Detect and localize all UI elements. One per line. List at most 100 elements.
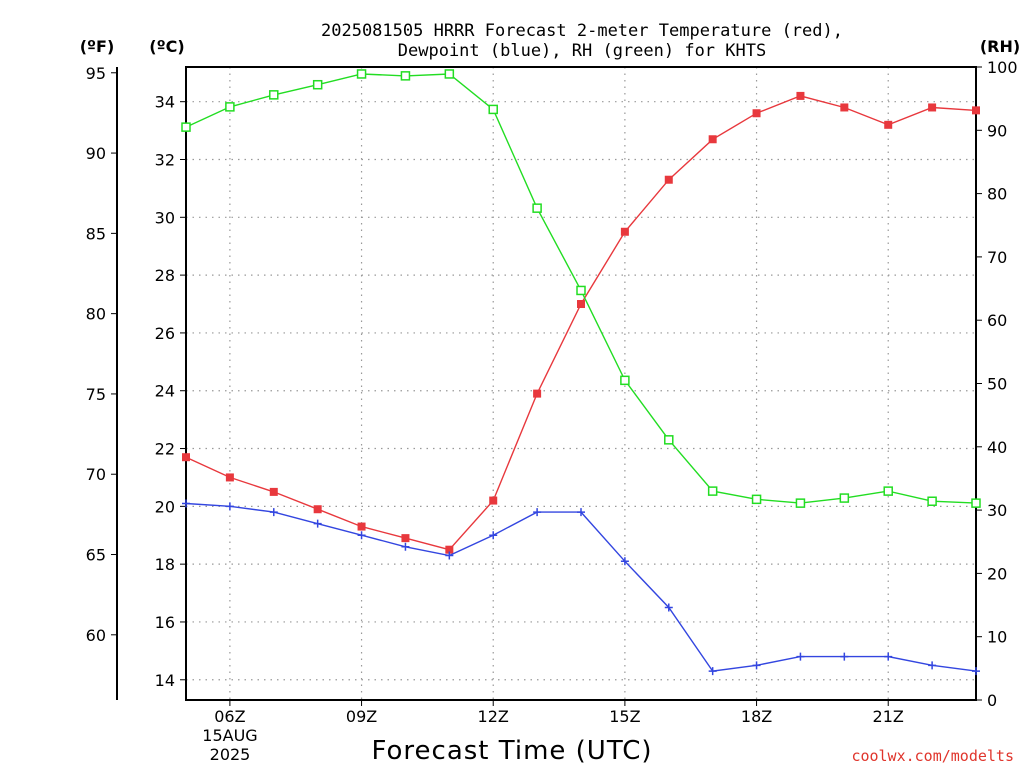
rh-point bbox=[269, 90, 279, 100]
rh-tick-label: 100 bbox=[987, 58, 1018, 77]
grid-lines bbox=[186, 67, 976, 700]
temperature-point bbox=[489, 496, 498, 505]
rh-point bbox=[971, 498, 981, 508]
fahrenheit-tick-label: 65 bbox=[86, 546, 106, 565]
rh-tick-label: 50 bbox=[987, 375, 1007, 394]
celsius-tick-label: 14 bbox=[155, 671, 175, 690]
temperature-point bbox=[752, 109, 761, 118]
rh-point bbox=[576, 285, 586, 296]
fahrenheit-tick-label: 60 bbox=[86, 626, 106, 645]
rh-tick-label: 90 bbox=[987, 121, 1007, 140]
rh-point bbox=[225, 102, 235, 112]
rh-point bbox=[795, 498, 806, 508]
x-tick-label: 18Z bbox=[741, 707, 772, 726]
series-lines bbox=[181, 69, 981, 676]
rh-tick-label: 10 bbox=[987, 628, 1007, 647]
temperature-point bbox=[708, 135, 717, 144]
rh-point bbox=[488, 104, 498, 115]
x-tick-label: 12Z bbox=[478, 707, 509, 726]
dewpoint-point bbox=[445, 551, 454, 560]
dewpoint-point bbox=[357, 531, 366, 540]
rh-point bbox=[883, 486, 893, 496]
temperature-point bbox=[225, 473, 234, 482]
temperature-point bbox=[928, 103, 937, 112]
rh-point bbox=[751, 494, 762, 505]
rh-tick-label: 30 bbox=[987, 501, 1007, 520]
fahrenheit-tick-label: 70 bbox=[86, 465, 106, 484]
x-date-label-day: 15AUG bbox=[202, 726, 257, 745]
dewpoint-point bbox=[972, 667, 980, 676]
temperature-point bbox=[445, 545, 454, 554]
temperature-point bbox=[357, 522, 366, 531]
celsius-unit-label: (ºC) bbox=[149, 37, 184, 56]
dewpoint-point bbox=[269, 508, 278, 517]
rh-point bbox=[444, 69, 455, 79]
fahrenheit-unit-label: (ºF) bbox=[80, 37, 115, 56]
celsius-tick-label: 26 bbox=[155, 324, 175, 343]
x-tick-label: 06Z bbox=[214, 707, 245, 726]
rh-point bbox=[839, 493, 850, 503]
celsius-tick-label: 28 bbox=[155, 266, 175, 285]
temperature-point bbox=[884, 120, 893, 129]
fahrenheit-tick-label: 75 bbox=[86, 385, 106, 404]
dewpoint-point bbox=[796, 652, 805, 661]
temperature-point bbox=[269, 487, 278, 496]
temperature-point bbox=[664, 175, 673, 184]
dewpoint-point bbox=[708, 667, 717, 676]
rh-point bbox=[532, 203, 542, 213]
temperature-point bbox=[182, 453, 190, 462]
dewpoint-point bbox=[620, 557, 629, 566]
rh-tick-label: 0 bbox=[987, 691, 997, 710]
rh-tick-label: 70 bbox=[987, 248, 1007, 267]
rh-point bbox=[707, 486, 718, 496]
rh-tick-label: 40 bbox=[987, 438, 1007, 457]
x-tick-label: 09Z bbox=[346, 707, 377, 726]
celsius-tick-label: 30 bbox=[155, 208, 175, 227]
plot-frame bbox=[185, 66, 977, 701]
rh-point bbox=[356, 69, 367, 79]
rh-tick-label: 80 bbox=[987, 185, 1007, 204]
temperature-line bbox=[185, 95, 977, 551]
credit-label: coolwx.com/modelts bbox=[851, 747, 1014, 765]
temperature-point bbox=[577, 300, 585, 309]
celsius-tick-label: 32 bbox=[155, 150, 175, 169]
dewpoint-point bbox=[401, 542, 410, 551]
celsius-tick-label: 20 bbox=[155, 497, 175, 516]
celsius-tick-label: 16 bbox=[155, 613, 175, 632]
rh-point bbox=[927, 496, 937, 506]
rh-point bbox=[664, 435, 674, 445]
chart-subtitle: Dewpoint (blue), RH (green) for KHTS bbox=[398, 41, 766, 61]
x-tick-label: 15Z bbox=[609, 707, 640, 726]
rh-point bbox=[181, 122, 191, 132]
dewpoint-point bbox=[752, 661, 761, 670]
dewpoint-point bbox=[577, 508, 585, 517]
fahrenheit-tick-label: 85 bbox=[86, 224, 106, 243]
temperature-point bbox=[620, 227, 629, 236]
fahrenheit-tick-label: 80 bbox=[86, 305, 106, 324]
temperature-point bbox=[533, 389, 542, 398]
dewpoint-point bbox=[225, 502, 234, 511]
temperature-point bbox=[401, 534, 410, 543]
dewpoint-point bbox=[533, 508, 542, 517]
temperature-point bbox=[972, 106, 980, 115]
fahrenheit-tick-label: 90 bbox=[86, 144, 106, 163]
celsius-tick-label: 18 bbox=[155, 555, 175, 574]
dewpoint-point bbox=[182, 499, 190, 508]
chart-title: 2025081505 HRRR Forecast 2-meter Tempera… bbox=[321, 21, 843, 41]
rh-unit-label: (RH) bbox=[980, 37, 1020, 56]
dewpoint-point bbox=[928, 661, 937, 670]
x-date-label-year: 2025 bbox=[210, 745, 251, 764]
axis-ticks: 06Z 09Z 12Z 15Z 18Z 21Z 14 16 18 20 22 24 26 28 30 32 34… bbox=[86, 58, 1018, 726]
temperature-point bbox=[313, 505, 322, 514]
temperature-point bbox=[840, 103, 849, 112]
rh-point bbox=[312, 79, 323, 90]
dewpoint-point bbox=[489, 531, 498, 540]
dewpoint-point bbox=[664, 603, 673, 612]
x-tick-label: 21Z bbox=[873, 707, 904, 726]
rh-tick-label: 20 bbox=[987, 564, 1007, 583]
rh-point bbox=[400, 71, 411, 81]
rh-point bbox=[620, 375, 630, 386]
dewpoint-point bbox=[840, 652, 849, 661]
dewpoint-point bbox=[884, 652, 893, 661]
